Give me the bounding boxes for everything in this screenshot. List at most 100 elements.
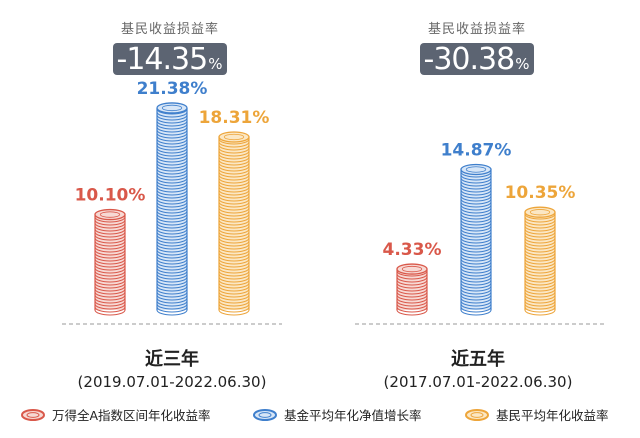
coin-rim — [524, 258, 556, 265]
coin-rim — [94, 252, 126, 259]
coin-rim — [218, 180, 250, 187]
bar-top-face — [396, 263, 428, 275]
coin-rim — [156, 297, 188, 304]
coin-rim — [524, 291, 556, 298]
coin-rim — [218, 243, 250, 250]
coin-rim — [218, 147, 250, 154]
coin-rim — [156, 117, 188, 124]
coin-rim — [218, 285, 250, 292]
coin-rim — [156, 135, 188, 142]
coin-rim — [460, 192, 492, 199]
legend-coin-red-icon — [21, 408, 45, 421]
coin-rim — [460, 267, 492, 274]
coin-rim — [156, 279, 188, 286]
coin-rim — [524, 216, 556, 223]
coin-rim — [460, 255, 492, 262]
coin-rim — [156, 285, 188, 292]
coin-rim — [218, 300, 250, 307]
coin-rim — [524, 246, 556, 253]
coin-rim — [460, 258, 492, 265]
coin-rim — [524, 249, 556, 256]
coin-rim — [396, 291, 428, 298]
coin-rim — [94, 243, 126, 250]
coin-rim — [524, 255, 556, 262]
coin-rim — [156, 201, 188, 208]
coin-rim — [396, 297, 428, 304]
coin-rim — [218, 171, 250, 178]
bar-2-2 — [460, 163, 492, 316]
coin-rim — [218, 210, 250, 217]
coin-rim — [156, 303, 188, 310]
coin-rim — [156, 210, 188, 217]
coin-rim — [156, 180, 188, 187]
coin-rim — [156, 111, 188, 118]
coin-rim — [156, 120, 188, 127]
coin-rim — [524, 252, 556, 259]
coin-rim — [94, 222, 126, 229]
bar-top-inner — [465, 166, 487, 173]
coin-rim — [156, 192, 188, 199]
coin-rim — [218, 246, 250, 253]
coin-rim — [218, 195, 250, 202]
legend-item-fund: 基金平均年化净值增长率 — [252, 405, 422, 424]
legend-item-index: 万得全A指数区间年化收益率 — [20, 405, 211, 424]
group1-period: (2019.07.01-2022.06.30) — [77, 373, 267, 391]
coin-rim — [218, 276, 250, 283]
coin-rim — [218, 216, 250, 223]
coin-rim — [218, 240, 250, 247]
legend-coin-blue-icon — [253, 408, 277, 421]
coin-rim — [460, 240, 492, 247]
coin-rim — [524, 264, 556, 271]
coin-rim — [460, 252, 492, 259]
coin-rim — [218, 219, 250, 226]
coin-rim — [94, 270, 126, 277]
coin-rim — [396, 288, 428, 295]
bar-top-face — [218, 131, 250, 143]
coin-rim — [94, 237, 126, 244]
coin-rim — [218, 162, 250, 169]
coin-rim — [524, 273, 556, 280]
coin-rim — [94, 267, 126, 274]
value-label-2-2: 14.87% — [441, 140, 512, 160]
coin-rim — [156, 309, 188, 316]
coin-rim — [156, 270, 188, 277]
coin-rim — [460, 204, 492, 211]
coin-rim — [94, 258, 126, 265]
coin-rim — [460, 282, 492, 289]
coin-rim — [218, 282, 250, 289]
value-label-1-1: 10.10% — [75, 186, 146, 206]
coin-rim — [156, 198, 188, 205]
coin-rim — [94, 282, 126, 289]
coin-rim — [218, 207, 250, 214]
coin-rim — [524, 282, 556, 289]
coin-rim — [156, 147, 188, 154]
coin-rim — [156, 234, 188, 241]
coin-rim — [218, 201, 250, 208]
legend-label-fund: 基金平均年化净值增长率 — [284, 408, 422, 423]
coin-rim — [94, 273, 126, 280]
coin-rim — [218, 234, 250, 241]
coin-rim — [460, 303, 492, 310]
bar-2-3 — [524, 206, 556, 316]
coin-rim — [218, 150, 250, 157]
bar-top-inner — [529, 209, 551, 216]
coin-rim — [94, 249, 126, 256]
value-label-2-1: 4.33% — [383, 240, 442, 260]
coin-rim — [524, 237, 556, 244]
coin-rim — [218, 168, 250, 175]
group1-loss-unit: % — [208, 55, 222, 73]
coin-rim — [156, 138, 188, 145]
coin-rim — [460, 213, 492, 220]
coin-rim — [218, 138, 250, 145]
coin-rim — [460, 288, 492, 295]
coin-rim — [218, 261, 250, 268]
coin-rim — [218, 267, 250, 274]
bar-top-inner — [401, 265, 423, 273]
coin-rim — [156, 114, 188, 121]
coin-rim — [460, 243, 492, 250]
coin-rim — [396, 309, 428, 316]
coin-rim — [460, 249, 492, 256]
coin-rim — [156, 144, 188, 151]
chart-legend: 万得全A指数区间年化收益率 基金平均年化净值增长率 基民平均年化收益率 — [0, 405, 640, 431]
coin-rim — [156, 168, 188, 175]
